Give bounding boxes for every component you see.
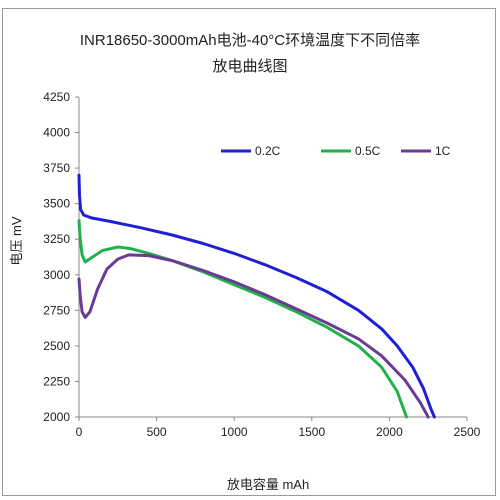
x-tick-label: 2000 [376, 425, 403, 439]
y-tick-labels: 2000 2250 2500 2750 3000 3250 3500 3750 4000 4250 [43, 90, 79, 424]
chart-title: INR18650-3000mAh电池-40°C环境温度下不同倍率 [80, 31, 420, 49]
legend-label-1C: 1C [435, 144, 451, 158]
y-tick-label: 2250 [43, 374, 70, 388]
y-axis-label: 电压 mV [9, 216, 24, 265]
x-tick-label: 1500 [298, 425, 325, 439]
y-tick-label: 3000 [43, 268, 70, 282]
x-tick-label: 0 [76, 425, 83, 439]
legend-label-0.2C: 0.2C [255, 144, 281, 158]
y-tick-label: 2750 [43, 303, 70, 317]
y-tick-label: 2000 [43, 410, 70, 424]
legend-label-0.5C: 0.5C [355, 144, 381, 158]
line-chart: INR18650-3000mAh电池-40°C环境温度下不同倍率 放电曲线图 2… [9, 31, 481, 492]
x-tick-labels: 0 500 1000 1500 2000 2500 [76, 417, 481, 439]
y-tick-label: 2500 [43, 339, 70, 353]
chart-frame: INR18650-3000mAh电池-40°C环境温度下不同倍率 放电曲线图 2… [2, 8, 496, 496]
x-axis-label: 放电容量 mAh [227, 477, 309, 492]
series-lines [77, 173, 436, 419]
y-tick-label: 4250 [43, 90, 70, 104]
y-tick-label: 4000 [43, 126, 70, 140]
chart-subtitle: 放电曲线图 [212, 58, 287, 75]
axes [78, 97, 467, 418]
x-tick-label: 1000 [221, 425, 248, 439]
series-line-0.2C [77, 173, 436, 419]
y-tick-label: 3250 [43, 232, 70, 246]
x-tick-label: 500 [147, 425, 167, 439]
legend: 0.2C 0.5C 1C [221, 144, 451, 158]
series-line-0.5C [77, 219, 408, 419]
series-line-1C [77, 253, 430, 419]
y-tick-label: 3750 [43, 161, 70, 175]
y-tick-label: 3500 [43, 197, 70, 211]
x-tick-label: 2500 [454, 425, 481, 439]
